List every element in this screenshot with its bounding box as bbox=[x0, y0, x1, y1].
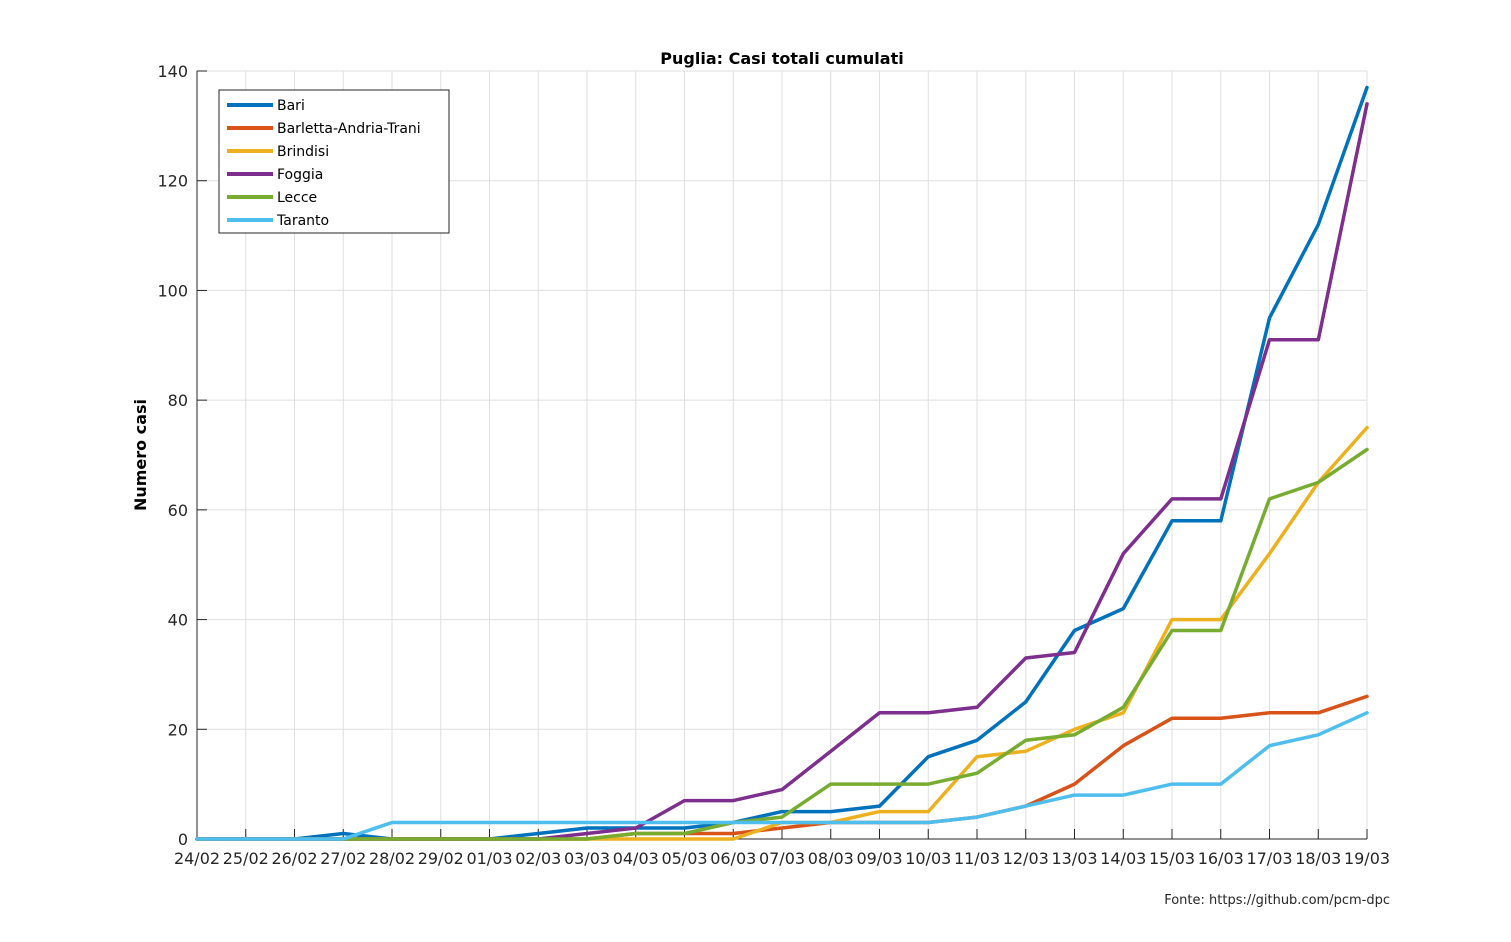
series-line-taranto bbox=[195, 711, 1369, 841]
x-tick-label: 01/03 bbox=[466, 849, 512, 868]
x-tick-label: 27/02 bbox=[320, 849, 366, 868]
x-tick-label: 26/02 bbox=[271, 849, 317, 868]
x-tick-label: 05/03 bbox=[661, 849, 707, 868]
x-tick-label: 28/02 bbox=[369, 849, 415, 868]
y-tick-label: 20 bbox=[168, 720, 188, 739]
legend-label: Brindisi bbox=[277, 144, 329, 160]
y-tick-label: 60 bbox=[168, 501, 188, 520]
y-tick-labels: 0 20 40 60 80 100 120 140 bbox=[157, 62, 188, 849]
y-tick-label: 40 bbox=[168, 611, 188, 630]
y-tick-label: 80 bbox=[168, 391, 188, 410]
legend-label: Barletta-Andria-Trani bbox=[277, 121, 421, 137]
axes bbox=[196, 70, 1368, 840]
x-tick-label: 08/03 bbox=[808, 849, 854, 868]
chart-title: Puglia: Casi totali cumulati bbox=[660, 49, 903, 68]
x-tick-label: 24/02 bbox=[174, 849, 220, 868]
x-tick-label: 10/03 bbox=[905, 849, 951, 868]
y-tick-label: 0 bbox=[178, 830, 188, 849]
source-note: Fonte: https://github.com/pcm-dpc bbox=[1164, 893, 1390, 908]
x-tick-label: 17/03 bbox=[1246, 849, 1292, 868]
x-tick-label: 18/03 bbox=[1295, 849, 1341, 868]
legend-box bbox=[218, 89, 450, 234]
x-tick-label: 09/03 bbox=[856, 849, 902, 868]
series-line-lecce bbox=[195, 447, 1369, 841]
x-tick-label: 25/02 bbox=[223, 849, 269, 868]
x-tick-label: 29/02 bbox=[418, 849, 464, 868]
y-tick-label: 140 bbox=[157, 62, 188, 81]
x-tick-label: 04/03 bbox=[613, 849, 659, 868]
x-tick-label: 14/03 bbox=[1100, 849, 1146, 868]
x-tick-label: 02/03 bbox=[515, 849, 561, 868]
x-tick-label: 16/03 bbox=[1198, 849, 1244, 868]
y-tick-label: 100 bbox=[157, 281, 188, 300]
x-tick-label: 11/03 bbox=[954, 849, 1000, 868]
legend-label: Bari bbox=[277, 98, 305, 114]
y-axis-label: Numero casi bbox=[131, 399, 150, 511]
x-tick-label: 12/03 bbox=[1003, 849, 1049, 868]
y-tick-label: 120 bbox=[157, 172, 188, 191]
legend-label: Taranto bbox=[276, 213, 329, 229]
x-tick-label: 07/03 bbox=[759, 849, 805, 868]
x-tick-label: 15/03 bbox=[1149, 849, 1195, 868]
legend: Bari Barletta-Andria-Trani Brindisi Foggia L… bbox=[218, 89, 450, 234]
x-tick-label: 19/03 bbox=[1344, 849, 1390, 868]
x-tick-label: 03/03 bbox=[564, 849, 610, 868]
legend-label: Foggia bbox=[277, 167, 323, 183]
x-tick-labels: 24/02 25/02 26/02 27/02 28/02 29/02 01/03 02/03… bbox=[174, 849, 1390, 868]
x-tick-label: 13/03 bbox=[1051, 849, 1097, 868]
series-lines bbox=[195, 85, 1369, 841]
legend-label: Lecce bbox=[277, 190, 317, 206]
x-tick-label: 06/03 bbox=[710, 849, 756, 868]
